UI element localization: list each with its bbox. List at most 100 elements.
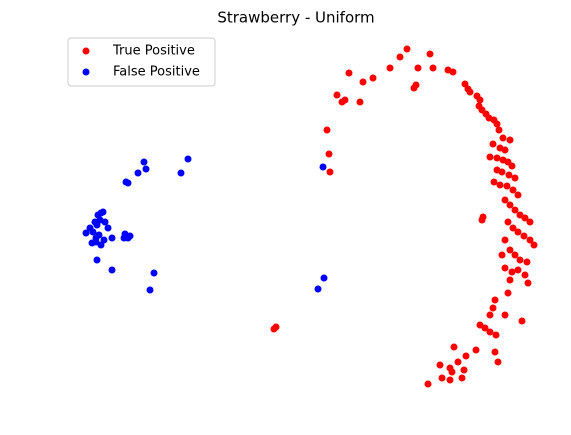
point bbox=[524, 279, 532, 287]
point bbox=[436, 361, 444, 369]
point bbox=[184, 155, 192, 163]
point bbox=[108, 266, 116, 274]
point bbox=[369, 74, 377, 82]
point bbox=[509, 186, 517, 194]
legend-marker bbox=[82, 68, 90, 76]
point bbox=[489, 140, 497, 148]
point bbox=[124, 179, 132, 187]
point bbox=[503, 182, 511, 190]
point bbox=[501, 196, 509, 204]
point bbox=[511, 206, 519, 214]
legend-marker bbox=[82, 47, 90, 55]
point bbox=[518, 317, 526, 325]
point bbox=[426, 50, 434, 58]
point bbox=[414, 64, 422, 72]
point bbox=[341, 96, 349, 104]
point bbox=[454, 358, 462, 366]
point bbox=[476, 96, 484, 104]
point bbox=[460, 366, 468, 374]
point bbox=[506, 246, 514, 254]
point bbox=[526, 236, 534, 244]
point bbox=[345, 69, 353, 77]
point bbox=[504, 218, 512, 226]
legend-label: True Positive bbox=[112, 44, 195, 59]
point bbox=[104, 224, 112, 232]
point bbox=[506, 201, 514, 209]
point bbox=[314, 285, 322, 293]
point bbox=[449, 68, 457, 76]
point bbox=[511, 251, 519, 259]
point bbox=[140, 158, 148, 166]
point bbox=[99, 208, 107, 216]
point bbox=[359, 78, 367, 86]
point bbox=[492, 331, 500, 339]
point bbox=[272, 323, 280, 331]
point bbox=[120, 234, 128, 242]
point bbox=[320, 274, 328, 282]
point bbox=[516, 256, 524, 264]
point bbox=[486, 153, 494, 161]
point bbox=[509, 224, 517, 232]
point bbox=[501, 311, 509, 319]
point bbox=[496, 181, 504, 189]
point bbox=[82, 229, 90, 237]
point bbox=[95, 231, 103, 239]
point bbox=[520, 232, 528, 240]
point bbox=[508, 162, 516, 170]
point bbox=[490, 178, 498, 186]
point bbox=[508, 268, 516, 276]
point bbox=[501, 236, 509, 244]
point bbox=[396, 53, 404, 61]
point bbox=[530, 241, 538, 249]
point bbox=[97, 241, 105, 249]
point bbox=[356, 98, 364, 106]
point bbox=[498, 168, 506, 176]
point bbox=[486, 311, 494, 319]
point bbox=[498, 251, 506, 259]
chart-title: Strawberry - Uniform bbox=[217, 9, 374, 27]
point bbox=[521, 271, 529, 279]
point bbox=[450, 343, 458, 351]
point bbox=[142, 165, 150, 173]
point bbox=[486, 328, 494, 336]
point bbox=[325, 150, 333, 158]
point bbox=[101, 218, 109, 226]
point bbox=[501, 264, 509, 272]
point bbox=[424, 380, 432, 388]
point bbox=[494, 358, 502, 366]
point bbox=[514, 191, 522, 199]
point bbox=[505, 171, 513, 179]
legend-label: False Positive bbox=[113, 65, 200, 80]
point bbox=[491, 348, 499, 356]
point bbox=[429, 64, 437, 72]
point bbox=[472, 346, 480, 354]
point bbox=[319, 163, 327, 171]
point bbox=[146, 286, 154, 294]
point bbox=[506, 276, 514, 284]
point bbox=[481, 324, 489, 332]
point bbox=[326, 168, 334, 176]
point bbox=[446, 376, 454, 384]
point bbox=[511, 174, 519, 182]
point bbox=[177, 169, 185, 177]
point bbox=[489, 304, 497, 312]
point bbox=[514, 266, 522, 274]
point bbox=[491, 296, 499, 304]
legend-box bbox=[67, 37, 216, 87]
point bbox=[462, 352, 470, 360]
point bbox=[448, 368, 456, 376]
point bbox=[458, 374, 466, 382]
point bbox=[438, 374, 446, 382]
point bbox=[333, 91, 341, 99]
point bbox=[93, 256, 101, 264]
point bbox=[493, 154, 501, 162]
point bbox=[386, 64, 394, 72]
point bbox=[150, 269, 158, 277]
point bbox=[499, 134, 507, 142]
point bbox=[493, 120, 501, 128]
point bbox=[134, 169, 142, 177]
point bbox=[466, 88, 474, 96]
point bbox=[521, 214, 529, 222]
point bbox=[323, 126, 331, 134]
